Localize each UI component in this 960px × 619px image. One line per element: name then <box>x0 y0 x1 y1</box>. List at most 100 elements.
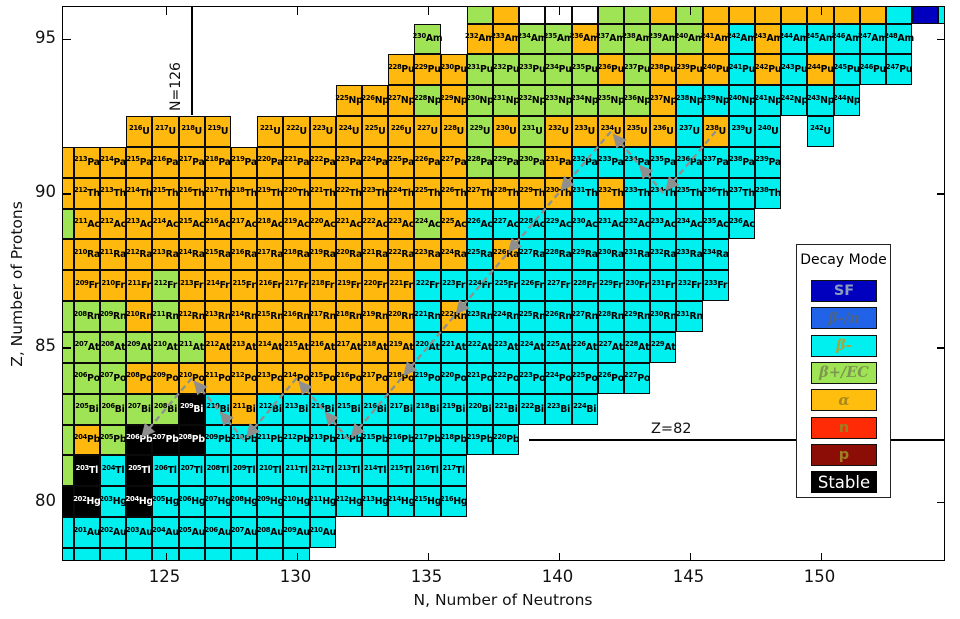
nuclide-207po: 207 Po <box>100 362 126 394</box>
nuclide-219bi: 219 Bi <box>440 393 467 425</box>
nuclide-217po: 217 Po <box>362 362 388 394</box>
nuclide-222po: 222 Po <box>493 362 519 394</box>
nuclide-210bi: 210 Bi <box>204 393 231 425</box>
nuclide-228np: 228 Np <box>414 85 441 117</box>
nuclide-217bi: 217 Bi <box>388 393 415 425</box>
nuclide-205tl: 205 Tl <box>126 455 153 487</box>
nuclide-208au: 208 Au <box>257 517 284 548</box>
nuclide-230rn: 230 Rn <box>650 301 677 332</box>
nuclide-233pa: 233 Pa <box>597 146 624 178</box>
nuclide-238pa: 238 Pa <box>728 146 755 178</box>
nuclide-208bi: 208 Bi <box>152 393 179 425</box>
nuclide-231fr: 231 Fr <box>650 270 677 302</box>
nuclide-242cm <box>702 7 729 24</box>
nuclide-220pb: 220 Pb <box>493 424 519 456</box>
nuclide-225po: 225 Po <box>571 362 598 394</box>
nuclide-238pu: 238 Pu <box>650 54 677 86</box>
nuclide-233np: 233 Np <box>545 85 572 117</box>
legend-swatch-n: n <box>811 416 877 439</box>
x-tick <box>689 553 691 560</box>
nuclide-213ac: 213 Ac <box>126 208 153 240</box>
nuclide-204au: 204 Au <box>152 517 179 548</box>
nuclide-214ra: 214 Ra <box>179 239 205 271</box>
nuclide-236th: 236 Th <box>702 177 729 209</box>
nuclide-215ra: 215 Ra <box>205 239 231 271</box>
nuclide-228rn: 228 Rn <box>598 301 624 332</box>
x-tick-label: 145 <box>672 567 705 586</box>
nuclide-250cm <box>912 7 939 24</box>
nuclide-215hg: 215 Hg <box>414 486 441 518</box>
nuclide-249cm <box>886 7 913 24</box>
nuclide-224th: 224 Th <box>388 177 414 209</box>
nuclide-247pu: 247 Pu <box>886 54 912 86</box>
nuclide-247cm <box>833 7 860 24</box>
nuclide-233cm <box>466 7 493 24</box>
nuclide-225ac: 225 Ac <box>440 208 467 240</box>
nuclide-218pa: 218 Pa <box>204 146 231 178</box>
nuclide-244pu: 244 Pu <box>807 54 834 86</box>
nuclide-220pa: 220 Pa <box>257 146 284 178</box>
n126-label: N=126 <box>168 62 184 111</box>
nuclide-222ra: 222 Ra <box>388 239 415 271</box>
nuclide-222ac: 222 Ac <box>362 208 389 240</box>
nuclide-230ac: 230 Ac <box>571 208 598 240</box>
nuclide-224ac: 224 Ac <box>414 208 441 240</box>
x-tick <box>820 553 822 560</box>
nuclide-216ra: 216 Ra <box>231 239 257 271</box>
nuclide-231th: 231 Th <box>571 177 598 209</box>
nuclide-231u: 231 U <box>519 116 546 147</box>
nuclide-204pt <box>178 547 205 560</box>
nuclide-242pu: 242 Pu <box>755 54 781 86</box>
nuclide-212th: 212 Th <box>73 177 100 209</box>
nuclide-222fr: 222 Fr <box>414 270 441 302</box>
nuclide-234pu: 234 Pu <box>545 54 572 86</box>
nuclide-225np: 225 Np <box>335 85 363 117</box>
nuclide-221po: 221 Po <box>466 362 493 394</box>
nuclide-209bi: 209 Bi <box>178 393 205 425</box>
nuclide-228u: 228 U <box>440 116 467 147</box>
nuclide-227th: 227 Th <box>466 177 493 209</box>
nuclide-215rn: 215 Rn <box>257 301 284 332</box>
nuclide-231np: 231 Np <box>492 85 520 117</box>
nuclide-218pb: 218 Pb <box>441 424 467 456</box>
x-tick-label: 130 <box>279 567 312 586</box>
nuclide-245am: 245 Am <box>806 23 836 55</box>
nuclide-206au: 206 Au <box>205 517 231 548</box>
nuclide-207pb: 207 Pb <box>152 424 179 456</box>
nuclide-220at: 220 At <box>414 332 441 363</box>
nuclide-223bi: 223 Bi <box>545 393 572 425</box>
nuclide-204bi <box>63 393 74 425</box>
x-tick <box>296 7 298 15</box>
nuclide-227at: 227 At <box>597 332 624 363</box>
nuclide-213rn: 213 Rn <box>205 301 231 332</box>
x-tick <box>165 553 167 560</box>
x-tick <box>558 7 560 15</box>
nuclide-215bi: 215 Bi <box>335 393 362 425</box>
nuclide-224ra: 224 Ra <box>441 239 467 271</box>
nuclide-237th: 237 Th <box>728 177 755 209</box>
nuclide-203pb <box>63 424 74 456</box>
legend-swatch-: α <box>811 389 877 412</box>
nuclide-221fr: 221 Fr <box>388 270 415 302</box>
nuclide-239pu: 239 Pu <box>676 54 703 86</box>
nuclide-230th: 230 Th <box>545 177 572 209</box>
nuclide-227np: 227 Np <box>388 85 415 117</box>
nuclide-211po: 211 Po <box>204 362 231 394</box>
y-axis-title: Z, Number of Protons <box>8 201 26 367</box>
nuclide-220ra: 220 Ra <box>336 239 362 271</box>
nuclide-234cm <box>493 7 520 24</box>
nuclide-212tl: 212 Tl <box>309 455 336 487</box>
nuclide-200au <box>63 517 74 548</box>
nuclide-233am: 233 Am <box>491 23 521 55</box>
nuclide-214pa: 214 Pa <box>100 146 127 178</box>
nuclide-247am: 247 Am <box>858 23 888 55</box>
nuclide-214ac: 214 Ac <box>152 208 179 240</box>
nuclide-232pu: 232 Pu <box>493 54 519 86</box>
nuclide-213at: 213 At <box>231 332 258 363</box>
nuclide-211tl: 211 Tl <box>283 455 310 487</box>
nuclide-225ra: 225 Ra <box>467 239 493 271</box>
nuclide-234pa: 234 Pa <box>624 146 651 178</box>
nuclide-207at: 207 At <box>73 332 100 363</box>
nuclide-226np: 226 Np <box>361 85 389 117</box>
nuclide-204pb: 204 Pb <box>74 424 100 456</box>
